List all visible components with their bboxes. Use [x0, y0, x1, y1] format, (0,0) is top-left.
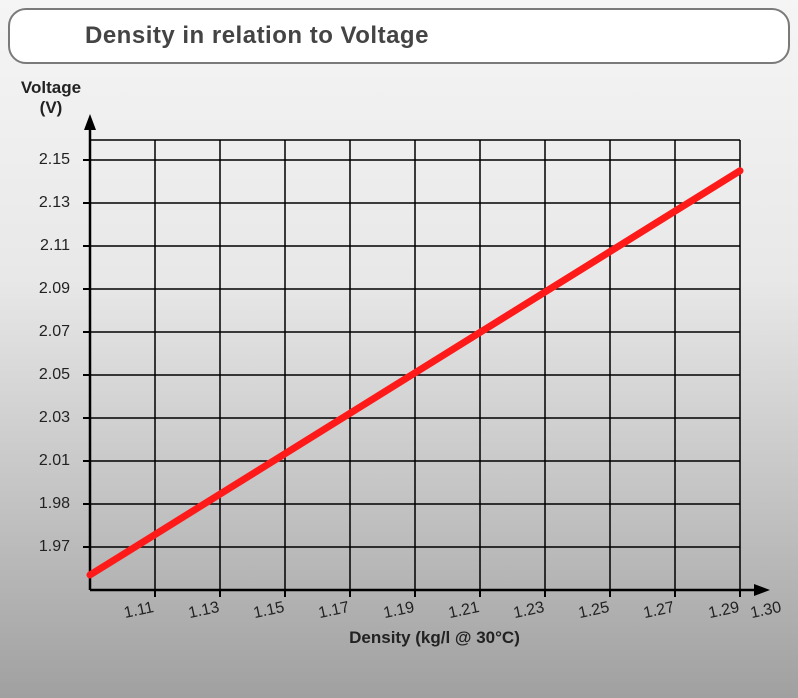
chart-plot [0, 0, 798, 698]
x-axis-label: Density (kg/l @ 30°C) [272, 628, 597, 648]
